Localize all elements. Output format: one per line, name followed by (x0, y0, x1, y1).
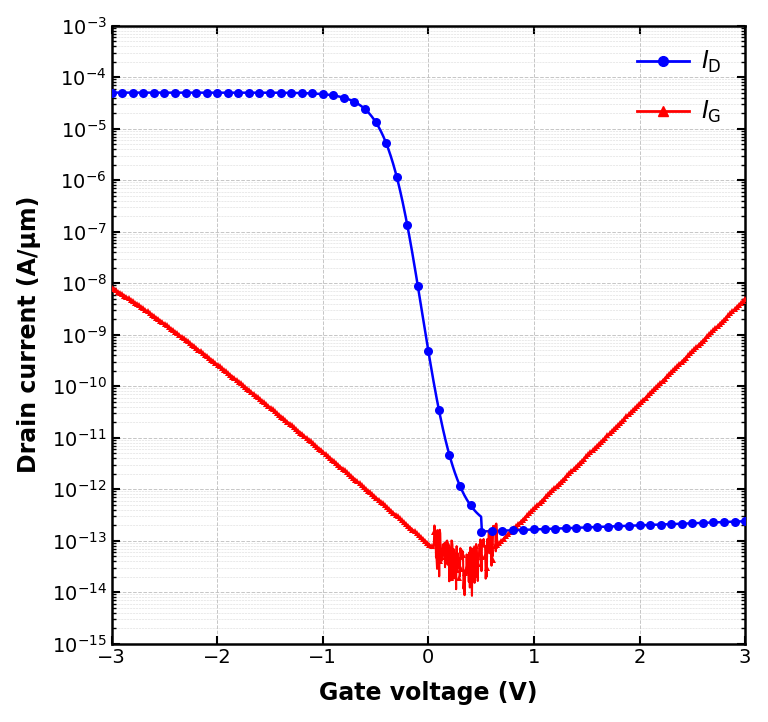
Y-axis label: Drain current (A/μm): Drain current (A/μm) (17, 196, 41, 474)
Legend: $\mathit{I}_\mathrm{D}$, $\mathit{I}_\mathrm{G}$: $\mathit{I}_\mathrm{D}$, $\mathit{I}_\ma… (625, 38, 733, 137)
X-axis label: Gate voltage (V): Gate voltage (V) (319, 682, 538, 705)
